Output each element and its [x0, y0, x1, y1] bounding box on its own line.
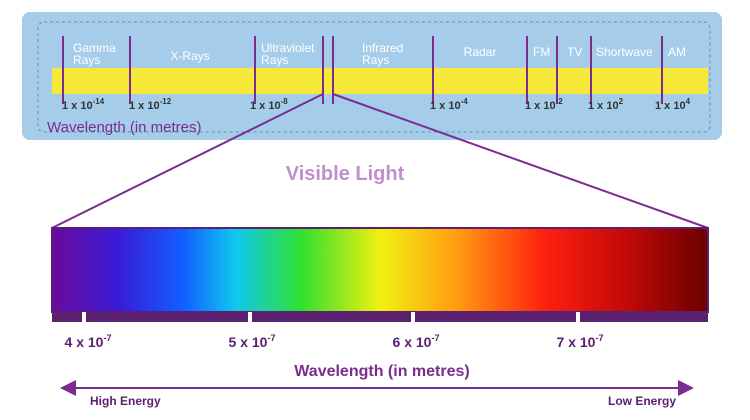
scale-tick [576, 312, 580, 322]
band-label: Gamma [73, 41, 116, 55]
base: 5 x 10 [229, 334, 268, 350]
scale-tick [82, 312, 86, 322]
wavelength-label: 1 x 10-4 [430, 97, 468, 112]
scale-tick [411, 312, 415, 322]
band-label: FM [533, 45, 550, 59]
base: 1 x 10 [250, 100, 281, 112]
band-label: Radar [464, 45, 497, 59]
base: 1 x 10 [129, 100, 160, 112]
band-label: X-Rays [170, 49, 209, 63]
exponent: -7 [103, 333, 111, 343]
band-label: Rays [261, 53, 288, 67]
spectrum-axis-label: Wavelength (in metres) [47, 119, 202, 136]
wavelength-label: 6 x 10-7 [393, 333, 440, 350]
exponent: -7 [595, 333, 603, 343]
scale-tick [248, 312, 252, 322]
zoom-line [332, 93, 709, 229]
exponent: -14 [93, 97, 105, 106]
visible-wavelength-labels: 4 x 10-7 5 x 10-7 6 x 10-7 7 x 10-7 [65, 333, 604, 350]
base: 7 x 10 [557, 334, 596, 350]
exponent: 4 [686, 97, 691, 106]
wavelength-label: 1 x 10-8 [250, 97, 288, 112]
exponent: -2 [556, 97, 564, 106]
base: 1 x 10 [430, 100, 461, 112]
scale-bar [52, 312, 708, 322]
visible-axis-label: Wavelength (in metres) [294, 363, 469, 380]
base: 1 x 10 [62, 100, 93, 112]
base: 1 x 10 [525, 100, 556, 112]
visible-spectrum [51, 227, 709, 313]
band-dividers [62, 36, 663, 104]
band-label: TV [567, 45, 582, 59]
wavelength-label: 4 x 10-7 [65, 333, 112, 350]
exponent: 2 [619, 97, 624, 106]
exponent: -7 [267, 333, 275, 343]
band-label: Infrared [362, 41, 403, 55]
wavelength-label: 1 x 10-14 [62, 97, 105, 112]
wavelength-label: 1 x 102 [588, 97, 624, 112]
band-label: Rays [73, 53, 100, 67]
wavelength-label: 7 x 10-7 [557, 333, 604, 350]
high-energy-label: High Energy [90, 394, 161, 408]
visible-light-title: Visible Light [286, 163, 405, 185]
band-labels: Gamma Rays X-Rays Ultraviolet Rays Infra… [73, 41, 686, 67]
wavelength-label: 5 x 10-7 [229, 333, 276, 350]
band-label: Shortwave [596, 45, 653, 59]
exponent: -8 [281, 97, 289, 106]
base: 1 x 10 [655, 100, 686, 112]
band-label: Ultraviolet [261, 41, 315, 55]
base: 1 x 10 [588, 100, 619, 112]
wavelength-label: 1 x 104 [655, 97, 691, 112]
band-label: AM [668, 45, 686, 59]
wavelength-labels: 1 x 10-14 1 x 10-12 1 x 10-8 1 x 10-4 1 … [62, 97, 691, 112]
exponent: -12 [160, 97, 172, 106]
wavelength-label: 1 x 10-2 [525, 97, 563, 112]
spectrum-bar [52, 68, 708, 94]
base: 6 x 10 [393, 334, 432, 350]
band-label: Rays [362, 53, 389, 67]
exponent: -4 [461, 97, 469, 106]
exponent: -7 [431, 333, 439, 343]
base: 4 x 10 [65, 334, 104, 350]
zoom-line [51, 93, 324, 229]
low-energy-label: Low Energy [608, 394, 676, 408]
dashed-frame [37, 21, 711, 133]
wavelength-label: 1 x 10-12 [129, 97, 172, 112]
